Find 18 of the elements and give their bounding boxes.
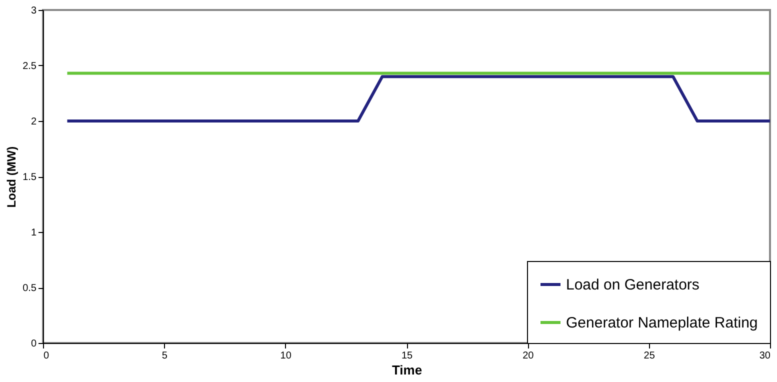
x-tick-label: 25	[644, 350, 656, 362]
x-tick-label: 30	[759, 350, 771, 362]
x-tick-label: 10	[280, 350, 292, 362]
x-tick-label: 15	[401, 350, 413, 362]
legend-label: Load on Generators	[566, 276, 700, 294]
x-tick-label: 20	[522, 350, 534, 362]
y-tick-label: 2	[30, 116, 37, 128]
y-tick-label: 2.5	[22, 61, 37, 72]
y-axis-title: Load (MW)	[4, 146, 19, 208]
legend-label: Generator Nameplate Rating	[566, 314, 758, 332]
x-tick-label: 5	[162, 350, 168, 362]
x-axis-title: Time	[392, 362, 422, 378]
y-tick-label: 0.5	[22, 283, 37, 294]
y-tick-label: 1.5	[22, 172, 37, 183]
x-tick-label: 0	[44, 350, 50, 362]
y-tick-label: 0	[30, 338, 37, 350]
y-tick-label: 3	[30, 6, 37, 16]
y-tick-label: 1	[30, 228, 37, 238]
